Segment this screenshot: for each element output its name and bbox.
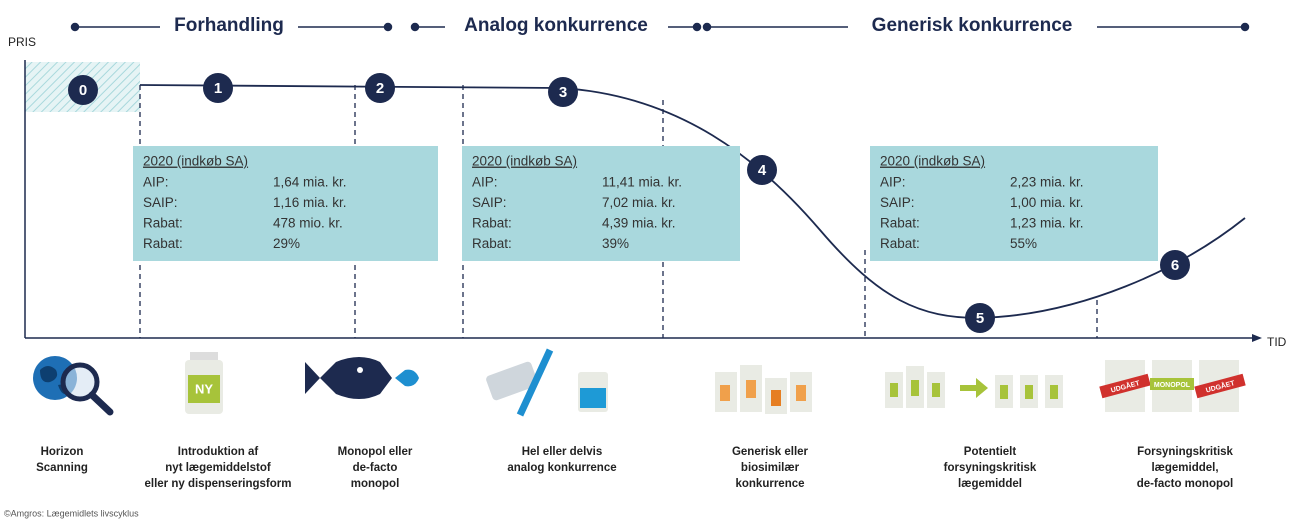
lifecycle-diagram: Forhandling Analog konkurrence Generisk …	[0, 0, 1291, 521]
info-value: 2,23 mia. kr.	[1010, 175, 1084, 190]
info-value: 29%	[273, 236, 300, 251]
info-value: 55%	[1010, 236, 1037, 251]
info-value: 1,23 mia. kr.	[1010, 216, 1084, 231]
info-value: 7,02 mia. kr.	[602, 195, 676, 210]
info-label: Rabat:	[880, 216, 920, 231]
icon-label: NY	[195, 381, 213, 396]
x-axis-label: TID	[1267, 335, 1287, 349]
step-number: 2	[376, 80, 384, 97]
info-label: Rabat:	[143, 216, 183, 231]
phase-label: Generisk konkurrence	[872, 15, 1073, 36]
info-label: AIP:	[880, 175, 906, 190]
stage-caption: analog konkurrence	[507, 462, 616, 474]
info-value: 1,16 mia. kr.	[273, 195, 347, 210]
info-box-title: 2020 (indkøb SA)	[472, 154, 577, 169]
info-box: 2020 (indkøb SA) AIP: 1,64 mia. kr. SAIP: 1,…	[133, 146, 438, 261]
stage-caption: Introduktion af	[178, 446, 259, 458]
stage-caption: lægemiddel,	[1151, 462, 1218, 474]
step-number: 6	[1171, 257, 1179, 274]
stage-caption: Potentielt	[964, 446, 1017, 458]
info-value: 1,64 mia. kr.	[273, 175, 347, 190]
info-box: 2020 (indkøb SA) AIP: 2,23 mia. kr. SAIP: 1,…	[870, 146, 1158, 261]
phase-label: Forhandling	[174, 15, 284, 36]
icon-label: MONOPOL	[1154, 382, 1191, 389]
pills-syringe-icon	[485, 350, 608, 415]
stage-caption: de-facto monopol	[1137, 478, 1233, 490]
stage-caption: de-facto	[353, 462, 398, 474]
info-value: 1,00 mia. kr.	[1010, 195, 1084, 210]
step-number: 5	[976, 310, 984, 327]
info-value: 478 mio. kr.	[273, 216, 343, 231]
stage-caption: biosimilær	[741, 462, 800, 474]
info-label: SAIP:	[880, 195, 915, 210]
info-label: Rabat:	[472, 236, 512, 251]
fish-icon	[305, 357, 419, 399]
info-value: 39%	[602, 236, 629, 251]
info-label: Rabat:	[143, 236, 183, 251]
stage-caption: Generisk eller	[732, 446, 809, 458]
stage-caption: Horizon	[41, 446, 84, 458]
step-number: 1	[214, 80, 222, 97]
stage-caption: Forsyningskritisk	[1137, 446, 1233, 458]
stage-caption: konkurrence	[735, 478, 804, 490]
info-box-title: 2020 (indkøb SA)	[880, 154, 985, 169]
info-label: SAIP:	[143, 195, 178, 210]
y-axis-label: PRIS	[8, 35, 36, 49]
stage-caption: forsyningskritisk	[944, 462, 1037, 474]
info-label: AIP:	[143, 175, 169, 190]
footer: ©Amgros: Lægemidlets livscyklus	[4, 508, 139, 518]
icons: NY UDGÅET MONOPOL UDGÅET	[33, 350, 1246, 415]
stage-caption: eller ny dispenseringsform	[145, 478, 292, 490]
phase-label: Analog konkurrence	[464, 15, 648, 36]
supply-bottles-icon	[885, 366, 1063, 408]
step-number: 0	[79, 82, 87, 99]
info-label: AIP:	[472, 175, 498, 190]
generic-bottles-icon	[715, 365, 812, 414]
step-number: 3	[559, 84, 567, 101]
info-value: 11,41 mia. kr.	[602, 175, 682, 190]
stage-caption: monopol	[351, 478, 400, 490]
stage-caption: nyt lægemiddelstof	[165, 462, 271, 474]
globe-icon	[33, 356, 110, 412]
info-box: 2020 (indkøb SA) AIP: 11,41 mia. kr. SAIP: 7…	[462, 146, 740, 261]
info-label: SAIP:	[472, 195, 507, 210]
stage-caption: Hel eller delvis	[522, 446, 603, 458]
info-label: Rabat:	[880, 236, 920, 251]
info-box-title: 2020 (indkøb SA)	[143, 154, 248, 169]
stage-caption: Monopol eller	[338, 446, 413, 458]
step-number: 4	[758, 162, 767, 179]
info-value: 4,39 mia. kr.	[602, 216, 676, 231]
info-label: Rabat:	[472, 216, 512, 231]
stage-caption: lægemiddel	[958, 478, 1022, 490]
stage-caption: Scanning	[36, 462, 88, 474]
